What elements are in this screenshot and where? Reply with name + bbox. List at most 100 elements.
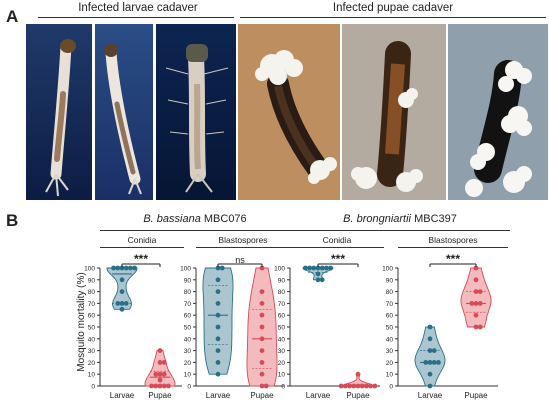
y-tick-label: 10 <box>278 372 286 379</box>
y-axis-title: Mosquito mortality (%) <box>76 272 87 371</box>
y-tick-label: 60 <box>184 313 192 320</box>
data-point-pupae <box>259 289 265 294</box>
data-point-larvae <box>215 324 221 330</box>
y-tick-label: 80 <box>386 289 394 296</box>
violin-larvae <box>202 267 234 375</box>
data-point-larvae <box>215 301 221 306</box>
data-point-pupae <box>157 383 163 389</box>
data-point-pupae <box>469 301 475 306</box>
y-tick-label: 30 <box>88 348 96 355</box>
y-tick-label: 100 <box>84 266 95 273</box>
y-tick-label: 20 <box>88 360 96 367</box>
data-point-pupae <box>157 348 163 353</box>
larva-photo-1 <box>26 24 92 200</box>
data-point-pupae <box>343 383 348 389</box>
data-point-pupae <box>477 301 483 306</box>
data-point-pupae <box>259 301 265 306</box>
data-point-pupae <box>473 277 479 283</box>
data-point-pupae <box>477 289 483 294</box>
data-point-larvae <box>123 301 129 306</box>
data-point-pupae <box>259 383 265 389</box>
data-point-pupae <box>338 383 344 389</box>
x-category-label: Pupae <box>346 391 370 400</box>
y-tick-label: 90 <box>184 277 192 284</box>
data-point-larvae <box>423 360 429 365</box>
y-tick-label: 60 <box>278 313 286 320</box>
y-tick-label: 10 <box>88 372 96 379</box>
data-point-larvae <box>215 371 221 377</box>
data-point-pupae <box>368 383 373 389</box>
data-point-larvae <box>119 277 125 283</box>
y-tick-label: 50 <box>386 325 394 332</box>
x-category-label: Larvae <box>306 391 331 400</box>
data-point-pupae <box>263 383 269 389</box>
data-point-pupae <box>364 383 369 389</box>
y-tick-label: 80 <box>278 289 286 296</box>
data-point-larvae <box>307 265 312 271</box>
data-point-larvae <box>119 265 125 271</box>
data-point-pupae <box>473 324 479 330</box>
strain-label: MBC076 <box>203 213 247 225</box>
data-point-larvae <box>119 289 125 294</box>
y-tick-label: 50 <box>184 325 192 332</box>
pupae-group-rule <box>240 17 546 18</box>
data-point-larvae <box>328 265 333 271</box>
species-name: B. bassiana <box>143 213 201 225</box>
data-point-larvae <box>215 289 221 294</box>
data-point-larvae <box>427 324 433 330</box>
y-tick-label: 0 <box>389 384 393 391</box>
data-point-larvae <box>427 371 433 377</box>
y-tick-label: 100 <box>274 266 285 273</box>
y-tick-label: 80 <box>88 289 96 296</box>
y-tick-label: 100 <box>382 266 393 273</box>
data-point-pupae <box>259 371 265 377</box>
condition-rule <box>100 247 184 248</box>
y-tick-label: 90 <box>278 277 286 284</box>
data-point-pupae <box>161 371 167 377</box>
y-tick-label: 20 <box>184 360 192 367</box>
data-point-pupae <box>153 383 159 389</box>
data-point-larvae <box>315 265 321 271</box>
y-tick-label: 90 <box>386 277 394 284</box>
species-name: B. brongniartii <box>343 213 411 225</box>
data-point-larvae <box>127 265 133 271</box>
condition-rule <box>398 247 508 248</box>
y-tick-label: 70 <box>278 301 286 308</box>
y-tick-label: 60 <box>88 313 96 320</box>
data-point-larvae <box>324 265 329 271</box>
data-point-pupae <box>355 383 361 389</box>
data-point-pupae <box>473 301 479 306</box>
data-point-larvae <box>123 265 129 271</box>
y-tick-label: 70 <box>184 301 192 308</box>
y-tick-label: 50 <box>88 325 96 332</box>
data-point-pupae <box>157 377 163 383</box>
data-point-pupae <box>166 383 171 389</box>
data-point-larvae <box>436 360 441 365</box>
pupa-photo-1 <box>238 24 340 200</box>
data-point-larvae <box>303 265 308 271</box>
y-tick-label: 30 <box>184 348 192 355</box>
data-point-pupae <box>473 289 479 294</box>
data-point-larvae <box>427 348 433 353</box>
data-point-larvae <box>119 306 125 312</box>
y-tick-label: 0 <box>281 384 285 391</box>
y-tick-label: 60 <box>386 313 394 320</box>
larvae-group-rule <box>38 17 234 18</box>
data-point-larvae <box>219 265 225 271</box>
data-point-pupae <box>473 265 479 271</box>
data-point-larvae <box>215 336 221 342</box>
significance-label: *** <box>331 252 345 266</box>
violin-larvae <box>414 326 446 387</box>
x-category-label: Larvae <box>418 391 443 400</box>
condition-rule <box>196 247 290 248</box>
condition-title: Conidia <box>322 235 352 245</box>
data-point-pupae <box>359 383 365 389</box>
violin-larvae <box>106 267 138 310</box>
data-point-larvae <box>132 265 138 271</box>
y-tick-label: 40 <box>386 336 394 343</box>
data-point-pupae <box>157 360 163 365</box>
data-point-larvae <box>215 312 221 318</box>
data-point-larvae <box>215 265 221 271</box>
y-tick-label: 100 <box>180 266 191 273</box>
y-tick-label: 40 <box>184 336 192 343</box>
